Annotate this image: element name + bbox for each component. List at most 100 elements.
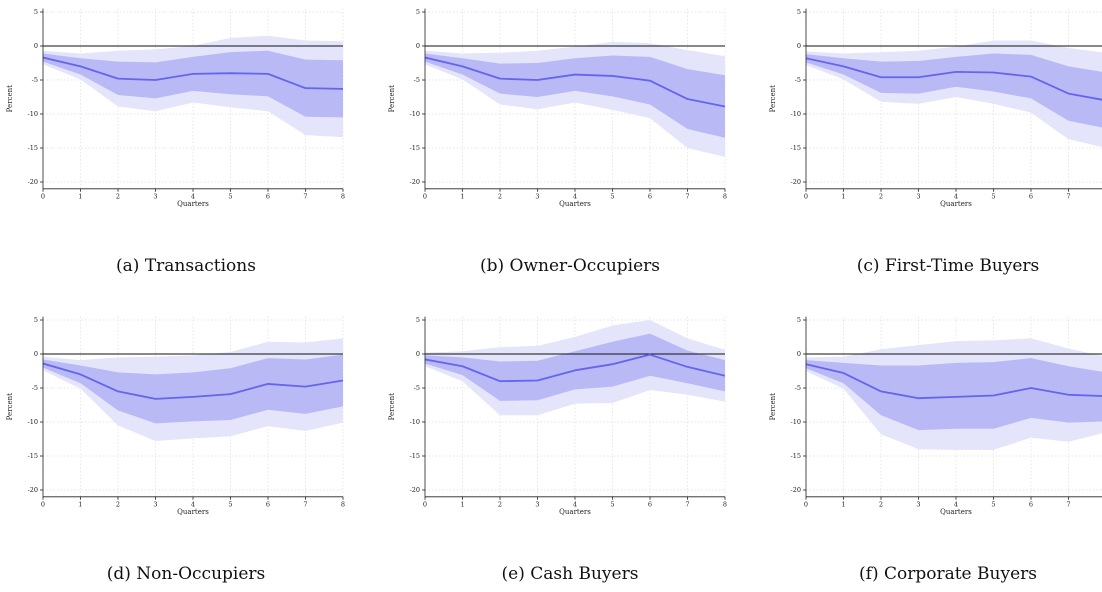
x-tick-label: 8: [723, 500, 727, 508]
x-tick-label: 6: [1029, 500, 1033, 508]
x-tick-label: 5: [610, 500, 614, 508]
y-axis-title: Percent: [388, 85, 396, 112]
x-tick-label: 6: [266, 500, 270, 508]
y-axis-title: Percent: [6, 393, 14, 420]
x-tick-label: 7: [1066, 500, 1070, 508]
panel-2: -20 -15 -10 -5 0 5 0 1 2 3 4 5 6 7 Quarters Percent (c) …: [769, 8, 1102, 276]
y-tick-label: 0: [34, 42, 38, 50]
x-tick-label: 0: [804, 500, 808, 508]
panel-caption: (f) Corporate Buyers: [859, 564, 1037, 584]
x-tick-label: 3: [153, 500, 157, 508]
y-tick-label: 5: [34, 8, 38, 16]
x-tick-label: 4: [191, 500, 195, 508]
y-tick-label: 5: [416, 8, 420, 16]
y-tick-label: -5: [414, 384, 420, 392]
x-tick-label: 5: [228, 192, 232, 200]
panel-caption: (c) First-Time Buyers: [857, 256, 1040, 276]
x-tick-label: 4: [954, 192, 958, 200]
x-tick-label: 0: [423, 500, 427, 508]
panel-caption: (a) Transactions: [116, 256, 256, 276]
x-tick-label: 2: [879, 192, 883, 200]
y-tick-label: 0: [416, 350, 420, 358]
x-axis-title: Quarters: [177, 508, 209, 516]
panel-1: -20 -15 -10 -5 0 5 0 1 2 3 4 5 6 7 8 Quarters Percent (b)…: [388, 8, 727, 276]
x-tick-label: 2: [116, 192, 120, 200]
panel-caption: (b) Owner-Occupiers: [480, 256, 660, 276]
panel-0: -20 -15 -10 -5 0 5 0 1 2 3 4 5 6 7 8 Quarters Percent (a)…: [6, 8, 345, 276]
x-tick-label: 3: [916, 192, 920, 200]
x-tick-label: 3: [535, 192, 539, 200]
estimate-line: [806, 363, 1102, 400]
y-tick-label: 0: [34, 350, 38, 358]
y-tick-label: -20: [410, 178, 420, 186]
x-tick-label: 5: [991, 192, 995, 200]
y-tick-label: -5: [32, 76, 38, 84]
ci-band-inner: [43, 354, 343, 424]
x-tick-label: 1: [78, 500, 82, 508]
panel-4: -20 -15 -10 -5 0 5 0 1 2 3 4 5 6 7 8 Quarters Percent (e)…: [388, 316, 727, 584]
x-tick-label: 0: [41, 500, 45, 508]
x-tick-label: 1: [841, 500, 845, 508]
y-tick-label: -20: [28, 178, 38, 186]
x-tick-label: 0: [804, 192, 808, 200]
x-tick-label: 2: [498, 500, 502, 508]
x-axis-title: Quarters: [177, 200, 209, 208]
x-tick-label: 4: [191, 192, 195, 200]
x-tick-label: 6: [648, 192, 652, 200]
x-tick-label: 5: [991, 500, 995, 508]
x-tick-label: 2: [116, 500, 120, 508]
x-axis-title: Quarters: [940, 200, 972, 208]
y-tick-label: -15: [410, 452, 420, 460]
x-tick-label: 1: [78, 192, 82, 200]
x-tick-label: 8: [341, 500, 345, 508]
y-tick-label: -20: [791, 486, 801, 494]
x-tick-label: 3: [153, 192, 157, 200]
y-tick-label: -20: [410, 486, 420, 494]
y-tick-label: -5: [32, 384, 38, 392]
y-tick-label: 0: [797, 42, 801, 50]
ci-band-inner: [43, 50, 343, 118]
x-tick-label: 6: [1029, 192, 1033, 200]
estimate-line: [425, 56, 725, 108]
ci-band-inner: [425, 333, 725, 401]
y-tick-label: -15: [791, 144, 801, 152]
y-tick-label: 0: [416, 42, 420, 50]
x-tick-label: 5: [228, 500, 232, 508]
y-tick-label: -10: [28, 110, 38, 118]
ci-band-inner: [806, 53, 1102, 128]
y-tick-label: 5: [797, 8, 801, 16]
x-tick-label: 0: [41, 192, 45, 200]
x-axis-title: Quarters: [559, 508, 591, 516]
estimate-line: [43, 56, 343, 90]
x-tick-label: 1: [460, 500, 464, 508]
panel-3: -20 -15 -10 -5 0 5 0 1 2 3 4 5 6 7 8 Quarters Percent (d)…: [6, 316, 345, 584]
y-tick-label: -10: [410, 418, 420, 426]
estimate-line: [43, 362, 343, 400]
y-tick-label: 5: [797, 316, 801, 324]
y-tick-label: -15: [28, 452, 38, 460]
x-tick-label: 0: [423, 192, 427, 200]
y-tick-label: -10: [28, 418, 38, 426]
y-tick-label: -15: [410, 144, 420, 152]
y-tick-label: -5: [795, 76, 801, 84]
x-tick-label: 4: [573, 500, 577, 508]
y-tick-label: -10: [791, 110, 801, 118]
y-tick-label: -20: [28, 486, 38, 494]
x-tick-label: 6: [266, 192, 270, 200]
x-tick-label: 3: [535, 500, 539, 508]
x-tick-label: 5: [610, 192, 614, 200]
x-tick-label: 3: [916, 500, 920, 508]
panel-caption: (e) Cash Buyers: [502, 564, 639, 584]
y-axis-title: Percent: [388, 393, 396, 420]
y-axis-title: Percent: [769, 85, 777, 112]
y-tick-label: 5: [34, 316, 38, 324]
ci-band-inner: [425, 53, 725, 138]
y-axis-title: Percent: [6, 85, 14, 112]
y-tick-label: -5: [414, 76, 420, 84]
panel-5: -20 -15 -10 -5 0 5 0 1 2 3 4 5 6 7 Quarters Percent (f) …: [769, 316, 1102, 584]
y-tick-label: 5: [416, 316, 420, 324]
x-axis-title: Quarters: [559, 200, 591, 208]
y-tick-label: -10: [410, 110, 420, 118]
x-tick-label: 7: [303, 192, 307, 200]
